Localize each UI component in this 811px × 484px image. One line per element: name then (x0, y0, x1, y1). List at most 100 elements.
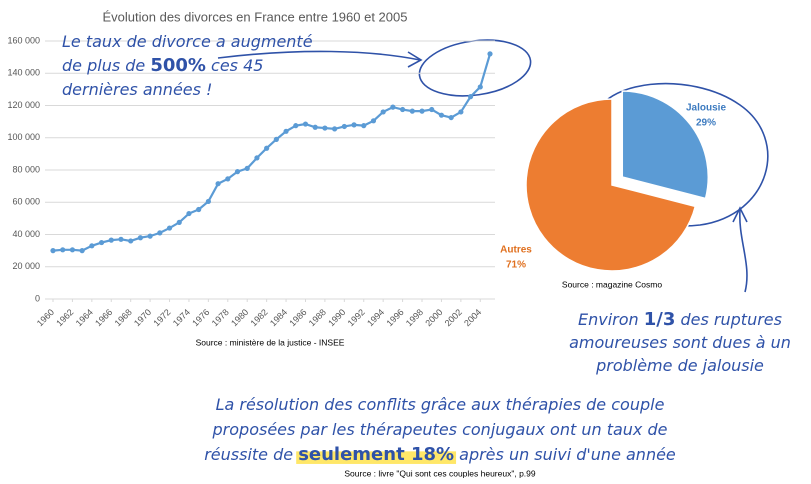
x-tick-label: 1982 (249, 307, 270, 328)
x-tick-label: 1962 (54, 307, 75, 328)
x-tick-label: 1974 (171, 307, 192, 328)
point (215, 181, 221, 187)
annotation-text: proposées par les thérapeutes conjugaux … (212, 420, 668, 439)
point (322, 125, 328, 131)
annotation-text: après un suivi d'une année (454, 445, 676, 464)
x-tick-label: 1994 (365, 307, 386, 328)
slice-label: Autres (500, 245, 532, 256)
y-tick-label: 40 000 (12, 229, 40, 239)
annotation-text: de plus de (62, 56, 150, 75)
x-tick-label: 1968 (113, 307, 134, 328)
source: Source : livre "Qui sont ces couples heu… (344, 468, 536, 478)
annotation-text: dernières années ! (62, 80, 212, 99)
point (176, 219, 182, 226)
point (128, 238, 134, 244)
point (244, 165, 250, 171)
point (400, 106, 406, 113)
point (50, 248, 56, 254)
annotation-text: problème de jalousie (595, 356, 764, 375)
point (166, 225, 173, 231)
value-label: 71% (506, 260, 526, 271)
x-tick-label: 1972 (151, 307, 172, 328)
emphasis: seulement 18% (298, 444, 454, 465)
point (283, 128, 289, 134)
pie-slice (525, 98, 697, 272)
point (361, 123, 367, 129)
x-tick-label: 1988 (307, 307, 328, 328)
x-tick-label: 2004 (462, 307, 483, 328)
point (108, 237, 114, 243)
arrow (739, 209, 748, 293)
point (98, 239, 105, 246)
y-tick-label: 120 000 (7, 100, 40, 110)
annotation-text: La résolution des conflits grâce aux thé… (216, 395, 665, 414)
source: Source : ministère de la justice - INSEE (196, 337, 345, 347)
annotation: proposées par les thérapeutes conjugaux … (212, 420, 668, 439)
point (409, 108, 415, 114)
point (380, 109, 386, 115)
y-tick-label: 100 000 (7, 132, 40, 142)
point (196, 206, 202, 213)
point (370, 118, 377, 124)
y-tick-label: 20 000 (12, 261, 40, 271)
point (438, 112, 445, 118)
annotation: La résolution des conflits grâce aux thé… (216, 395, 665, 414)
slice-label: Jalousie (686, 103, 726, 114)
emphasis: 1/3 (644, 309, 676, 330)
annotation: Le taux de divorce a augmenté (62, 32, 313, 51)
x-tick-label: 1996 (384, 307, 405, 328)
point (390, 104, 396, 110)
annotation-text: Environ (578, 310, 644, 329)
point (312, 124, 318, 130)
annotation-text: réussite de (204, 445, 298, 464)
x-tick-label: 1960 (35, 307, 56, 328)
point (487, 51, 493, 57)
x-tick-label: 1980 (229, 307, 250, 328)
point (254, 155, 260, 161)
x-tick-label: 1998 (404, 307, 425, 328)
point (147, 233, 153, 239)
annotation: de plus de 500% ces 45 (62, 55, 263, 76)
value-label: 29% (696, 118, 716, 129)
x-tick-label: 2002 (443, 307, 464, 328)
point (477, 84, 483, 90)
arrow (217, 50, 421, 61)
source: Source : magazine Cosmo (562, 279, 662, 289)
point (419, 108, 425, 114)
annotation: Environ 1/3 des ruptures (578, 309, 782, 330)
point (60, 247, 66, 253)
point (467, 94, 474, 100)
point (79, 248, 85, 254)
point (302, 121, 309, 127)
y-tick-label: 0 (35, 293, 40, 303)
pie-slice (621, 90, 710, 200)
annotation: réussite de seulement 18% après un suivi… (204, 444, 676, 465)
annotation: amoureuses sont dues à un (569, 333, 791, 352)
point (157, 230, 163, 236)
emphasis: 500% (150, 55, 206, 76)
point (234, 169, 241, 175)
x-tick-label: 1984 (268, 307, 289, 328)
point (341, 123, 347, 130)
annotation-text: Le taux de divorce a augmenté (62, 32, 313, 51)
x-tick-label: 1986 (287, 307, 308, 328)
point (458, 109, 464, 115)
annotation-text: des ruptures (675, 310, 782, 329)
point (429, 106, 435, 113)
annotation-text: ces 45 (206, 56, 264, 75)
x-tick-label: 1966 (93, 307, 114, 328)
point (332, 126, 338, 132)
point (205, 198, 211, 205)
x-tick-label: 2000 (423, 307, 444, 328)
y-tick-label: 60 000 (12, 197, 40, 207)
x-tick-label: 1992 (346, 307, 367, 328)
point (118, 236, 124, 242)
annotation: problème de jalousie (595, 356, 764, 375)
y-tick-label: 80 000 (12, 164, 40, 174)
annotation-text: amoureuses sont dues à un (569, 333, 791, 352)
point (225, 176, 231, 182)
point (137, 235, 143, 241)
arrow-head (407, 51, 423, 68)
point (89, 243, 95, 249)
x-tick-label: 1970 (132, 307, 153, 328)
